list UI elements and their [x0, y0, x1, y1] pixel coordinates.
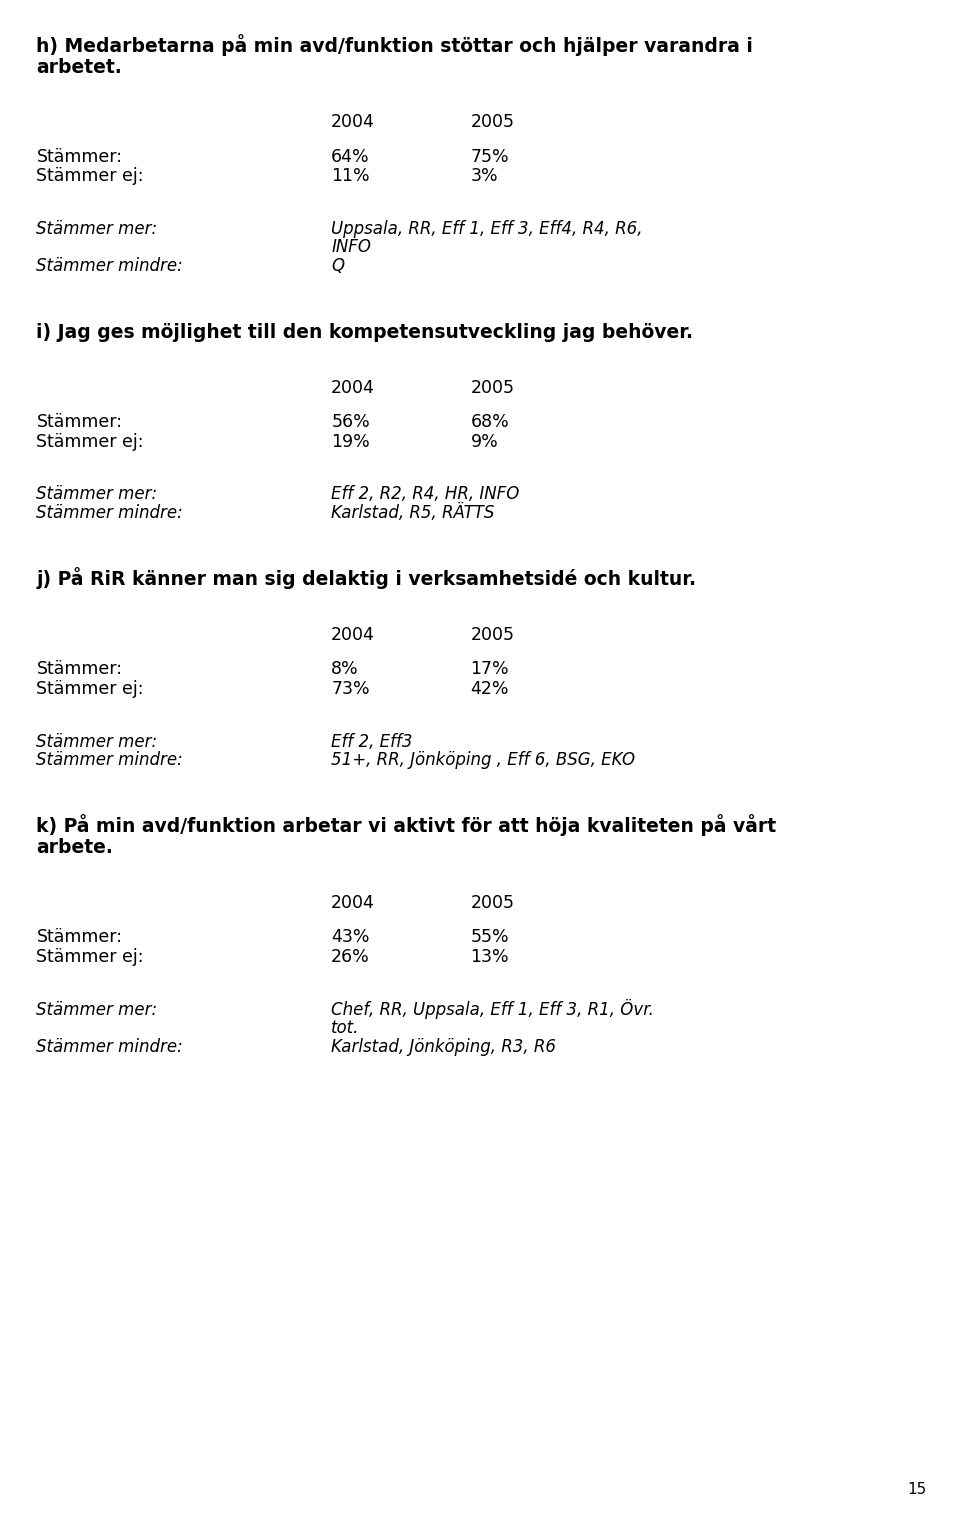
- Text: 17%: 17%: [470, 660, 509, 678]
- Text: 19%: 19%: [331, 432, 370, 450]
- Text: Karlstad, R5, RÄTTS: Karlstad, R5, RÄTTS: [331, 503, 494, 522]
- Text: j) På RiR känner man sig delaktig i verksamhetsidé och kultur.: j) På RiR känner man sig delaktig i verk…: [36, 567, 697, 589]
- Text: Chef, RR, Uppsala, Eff 1, Eff 3, R1, Övr.: Chef, RR, Uppsala, Eff 1, Eff 3, R1, Övr…: [331, 998, 654, 1019]
- Text: 2004: 2004: [331, 379, 375, 397]
- Text: 15: 15: [907, 1481, 926, 1497]
- Text: 2005: 2005: [470, 894, 515, 911]
- Text: 75%: 75%: [470, 148, 509, 166]
- Text: INFO: INFO: [331, 239, 372, 257]
- Text: Stämmer ej:: Stämmer ej:: [36, 167, 144, 186]
- Text: Eff 2, Eff3: Eff 2, Eff3: [331, 733, 413, 750]
- Text: 2004: 2004: [331, 894, 375, 911]
- Text: 2005: 2005: [470, 379, 515, 397]
- Text: Q: Q: [331, 257, 345, 275]
- Text: k) På min avd/funktion arbetar vi aktivt för att höja kvaliteten på vårt: k) På min avd/funktion arbetar vi aktivt…: [36, 814, 777, 837]
- Text: Stämmer mindre:: Stämmer mindre:: [36, 1037, 183, 1056]
- Text: Stämmer mindre:: Stämmer mindre:: [36, 257, 183, 275]
- Text: 9%: 9%: [470, 432, 498, 450]
- Text: Stämmer mer:: Stämmer mer:: [36, 221, 157, 237]
- Text: Stämmer ej:: Stämmer ej:: [36, 432, 144, 450]
- Text: 2005: 2005: [470, 625, 515, 643]
- Text: 2005: 2005: [470, 113, 515, 131]
- Text: Stämmer:: Stämmer:: [36, 414, 123, 432]
- Text: Stämmer mindre:: Stämmer mindre:: [36, 751, 183, 770]
- Text: 56%: 56%: [331, 414, 370, 432]
- Text: Stämmer mer:: Stämmer mer:: [36, 1001, 157, 1019]
- Text: Stämmer:: Stämmer:: [36, 928, 123, 946]
- Text: Stämmer mindre:: Stämmer mindre:: [36, 503, 183, 522]
- Text: arbetet.: arbetet.: [36, 58, 122, 76]
- Text: 51+, RR, Jönköping , Eff 6, BSG, EKO: 51+, RR, Jönköping , Eff 6, BSG, EKO: [331, 751, 636, 770]
- Text: Karlstad, Jönköping, R3, R6: Karlstad, Jönköping, R3, R6: [331, 1037, 556, 1056]
- Text: tot.: tot.: [331, 1019, 360, 1037]
- Text: h) Medarbetarna på min avd/funktion stöttar och hjälper varandra i: h) Medarbetarna på min avd/funktion stöt…: [36, 33, 754, 56]
- Text: 3%: 3%: [470, 167, 498, 186]
- Text: 42%: 42%: [470, 680, 509, 698]
- Text: Stämmer mer:: Stämmer mer:: [36, 485, 157, 503]
- Text: 8%: 8%: [331, 660, 359, 678]
- Text: 11%: 11%: [331, 167, 370, 186]
- Text: 26%: 26%: [331, 948, 370, 966]
- Text: Stämmer:: Stämmer:: [36, 660, 123, 678]
- Text: Eff 2, R2, R4, HR, INFO: Eff 2, R2, R4, HR, INFO: [331, 485, 519, 503]
- Text: Stämmer ej:: Stämmer ej:: [36, 680, 144, 698]
- Text: 43%: 43%: [331, 928, 370, 946]
- Text: 64%: 64%: [331, 148, 370, 166]
- Text: 55%: 55%: [470, 928, 509, 946]
- Text: i) Jag ges möjlighet till den kompetensutveckling jag behöver.: i) Jag ges möjlighet till den kompetensu…: [36, 324, 693, 342]
- Text: 13%: 13%: [470, 948, 509, 966]
- Text: Uppsala, RR, Eff 1, Eff 3, Eff4, R4, R6,: Uppsala, RR, Eff 1, Eff 3, Eff4, R4, R6,: [331, 221, 642, 237]
- Text: 2004: 2004: [331, 625, 375, 643]
- Text: Stämmer mer:: Stämmer mer:: [36, 733, 157, 750]
- Text: 2004: 2004: [331, 113, 375, 131]
- Text: Stämmer:: Stämmer:: [36, 148, 123, 166]
- Text: arbete.: arbete.: [36, 838, 113, 858]
- Text: Stämmer ej:: Stämmer ej:: [36, 948, 144, 966]
- Text: 68%: 68%: [470, 414, 509, 432]
- Text: 73%: 73%: [331, 680, 370, 698]
